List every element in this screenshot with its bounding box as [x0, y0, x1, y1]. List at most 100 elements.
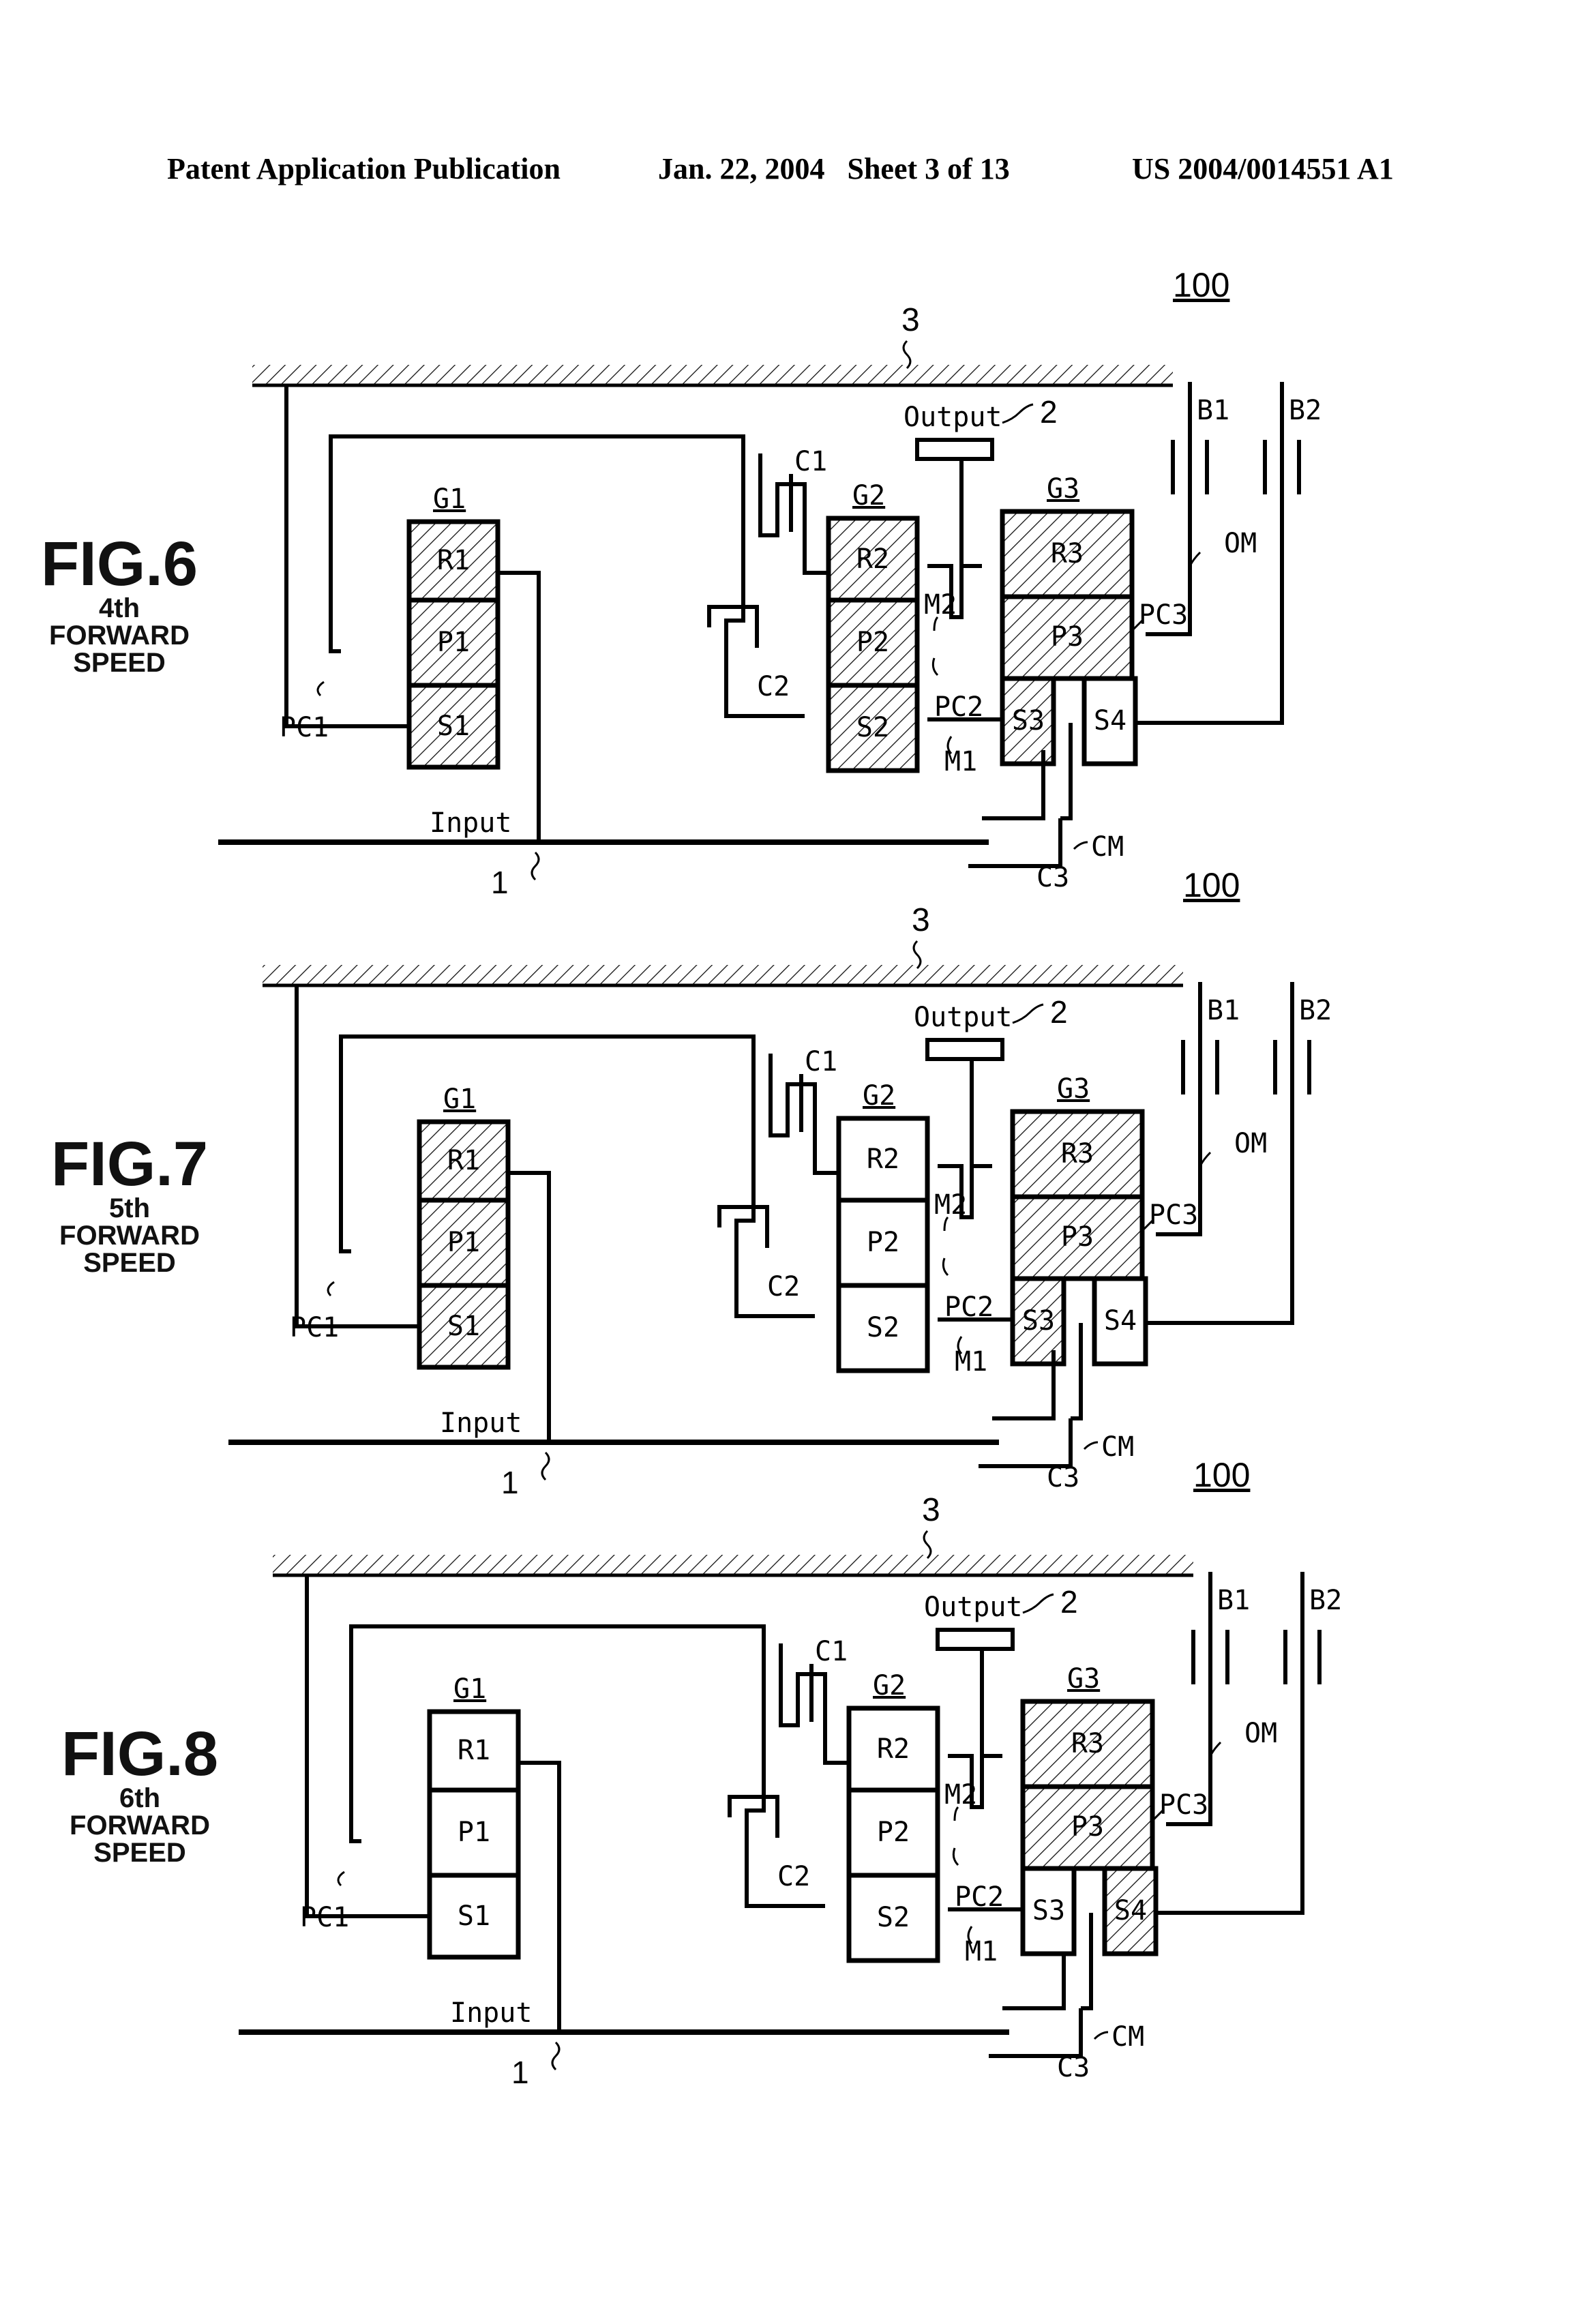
- speed-forward: FORWARD: [70, 1811, 210, 1841]
- carrier-pc2-label: PC2: [955, 1881, 1004, 1913]
- gear-r1-box: [427, 1709, 521, 1793]
- gear-s2-box: [836, 1283, 930, 1373]
- input-ref: 1: [511, 2055, 529, 2090]
- carrier-pc1-label: PC1: [300, 1902, 349, 1933]
- gear-s2-box: [826, 683, 920, 773]
- gear-set-2: [846, 1705, 940, 1963]
- gear-label-s4: S4: [1104, 1305, 1137, 1337]
- gear-train-lines: [218, 382, 1301, 868]
- gear-set-2: [836, 1116, 930, 1373]
- gear-set-2-label: G2: [873, 1670, 906, 1701]
- brake-b2-label: B2: [1289, 395, 1322, 426]
- transmission-case: [263, 940, 1183, 987]
- gear-set-3: [1020, 1699, 1159, 1956]
- gear-set-2-label: G2: [852, 480, 885, 511]
- input-label: Input: [430, 807, 511, 839]
- transmission-ref: 100: [1183, 866, 1240, 904]
- gear-p3-box: [1010, 1194, 1145, 1281]
- member-m2-label: M2: [944, 1779, 977, 1811]
- gear-label-r1: R1: [447, 1145, 480, 1176]
- gear-label-s1: S1: [458, 1901, 490, 1932]
- input-label: Input: [450, 1997, 532, 2029]
- gear-label-p1: P1: [458, 1817, 490, 1848]
- gear-s1-box: [427, 1873, 521, 1960]
- speed-label: SPEED: [73, 648, 166, 678]
- gear-p1-box: [406, 597, 501, 688]
- gear-label-s2: S2: [867, 1312, 899, 1343]
- clutch-c3-label: C3: [1047, 1462, 1079, 1493]
- output-ref: 2: [1050, 994, 1068, 1030]
- page-header: Patent Application Publication Jan. 22, …: [167, 152, 1394, 185]
- gear-r3-box: [1010, 1109, 1145, 1200]
- gear-label-p3: P3: [1061, 1221, 1094, 1253]
- leader-lines: [316, 403, 1202, 881]
- gear-label-r2: R2: [867, 1144, 899, 1175]
- gear-set-3: [1010, 1109, 1148, 1367]
- input-ref: 1: [501, 1465, 519, 1500]
- gear-set-3: [1000, 509, 1138, 766]
- gear-label-r1: R1: [437, 545, 470, 576]
- gear-r3-box: [1000, 509, 1135, 599]
- gear-label-r3: R3: [1061, 1138, 1094, 1170]
- gear-set-3-label: G3: [1067, 1663, 1100, 1695]
- gear-label-s1: S1: [437, 711, 470, 742]
- transmission-ref: 100: [1193, 1456, 1250, 1494]
- clutch-c3-label: C3: [1057, 2052, 1090, 2083]
- clutch-c3-label: C3: [1036, 862, 1069, 893]
- output-label: Output: [904, 402, 1002, 433]
- gear-label-s4: S4: [1114, 1895, 1147, 1926]
- input-label: Input: [440, 1407, 522, 1439]
- transmission-case: [252, 340, 1173, 387]
- member-m2-label: M2: [934, 1189, 967, 1221]
- connecting-member-label: CM: [1111, 2021, 1144, 2053]
- carrier-pc1-label: PC1: [290, 1312, 339, 1343]
- gear-set-1-label: G1: [453, 1673, 486, 1705]
- gear-set-1-label: G1: [433, 483, 466, 515]
- gear-s3-box: [1000, 676, 1056, 766]
- gear-label-s2: S2: [877, 1902, 910, 1933]
- gear-label-s3: S3: [1012, 705, 1045, 736]
- gear-s1-box: [406, 683, 501, 770]
- gear-label-r3: R3: [1051, 538, 1084, 569]
- gear-p1-box: [417, 1197, 511, 1288]
- brake-b1-label: B1: [1207, 995, 1240, 1026]
- gear-set-3-label: G3: [1057, 1073, 1090, 1105]
- brake-b1-label: B1: [1197, 395, 1229, 426]
- speed-label: SPEED: [93, 1838, 186, 1868]
- figure-number: FIG.6: [41, 529, 198, 599]
- gear-set-3-label: G3: [1047, 473, 1079, 505]
- leader-lines: [327, 1003, 1212, 1481]
- carrier-pc1-label: PC1: [280, 712, 329, 743]
- speed-ordinal: 5th: [109, 1193, 150, 1223]
- carrier-pc2-label: PC2: [944, 1292, 994, 1323]
- speed-ordinal: 4th: [99, 593, 140, 623]
- header-date-sheet: Jan. 22, 2004 Sheet 3 of 13: [658, 152, 1010, 185]
- transmission-ref: 100: [1173, 266, 1229, 304]
- speed-forward: FORWARD: [49, 621, 190, 651]
- gear-label-s1: S1: [447, 1311, 480, 1342]
- gear-train-lines: [239, 1572, 1322, 2058]
- gear-label-r2: R2: [856, 543, 889, 575]
- gear-label-s4: S4: [1094, 705, 1126, 736]
- gear-p3-box: [1000, 594, 1135, 681]
- gear-set-2-label: G2: [863, 1080, 895, 1112]
- gear-s4-box: [1092, 1276, 1148, 1367]
- gear-s3-box: [1020, 1866, 1077, 1956]
- output-label: Output: [924, 1592, 1023, 1623]
- case-ref: 3: [901, 302, 920, 338]
- brake-b1-label: B1: [1217, 1585, 1250, 1616]
- clutch-c1-label: C1: [794, 446, 827, 477]
- carrier-pc3-label: PC3: [1159, 1789, 1208, 1821]
- gear-r1-box: [406, 519, 501, 603]
- brake-b2-label: B2: [1299, 995, 1332, 1026]
- carrier-pc2-label: PC2: [934, 691, 983, 723]
- gear-r3-box: [1020, 1699, 1155, 1789]
- gear-set-1: [417, 1119, 511, 1370]
- case-ref: 3: [922, 1492, 940, 1528]
- brake-b2-label: B2: [1309, 1585, 1342, 1616]
- case-ref: 3: [912, 902, 930, 938]
- clutch-c2-label: C2: [777, 1861, 810, 1892]
- clutch-c2-label: C2: [757, 671, 790, 702]
- gear-set-1: [427, 1709, 521, 1960]
- header-patent-number: US 2004/0014551 A1: [1132, 152, 1394, 185]
